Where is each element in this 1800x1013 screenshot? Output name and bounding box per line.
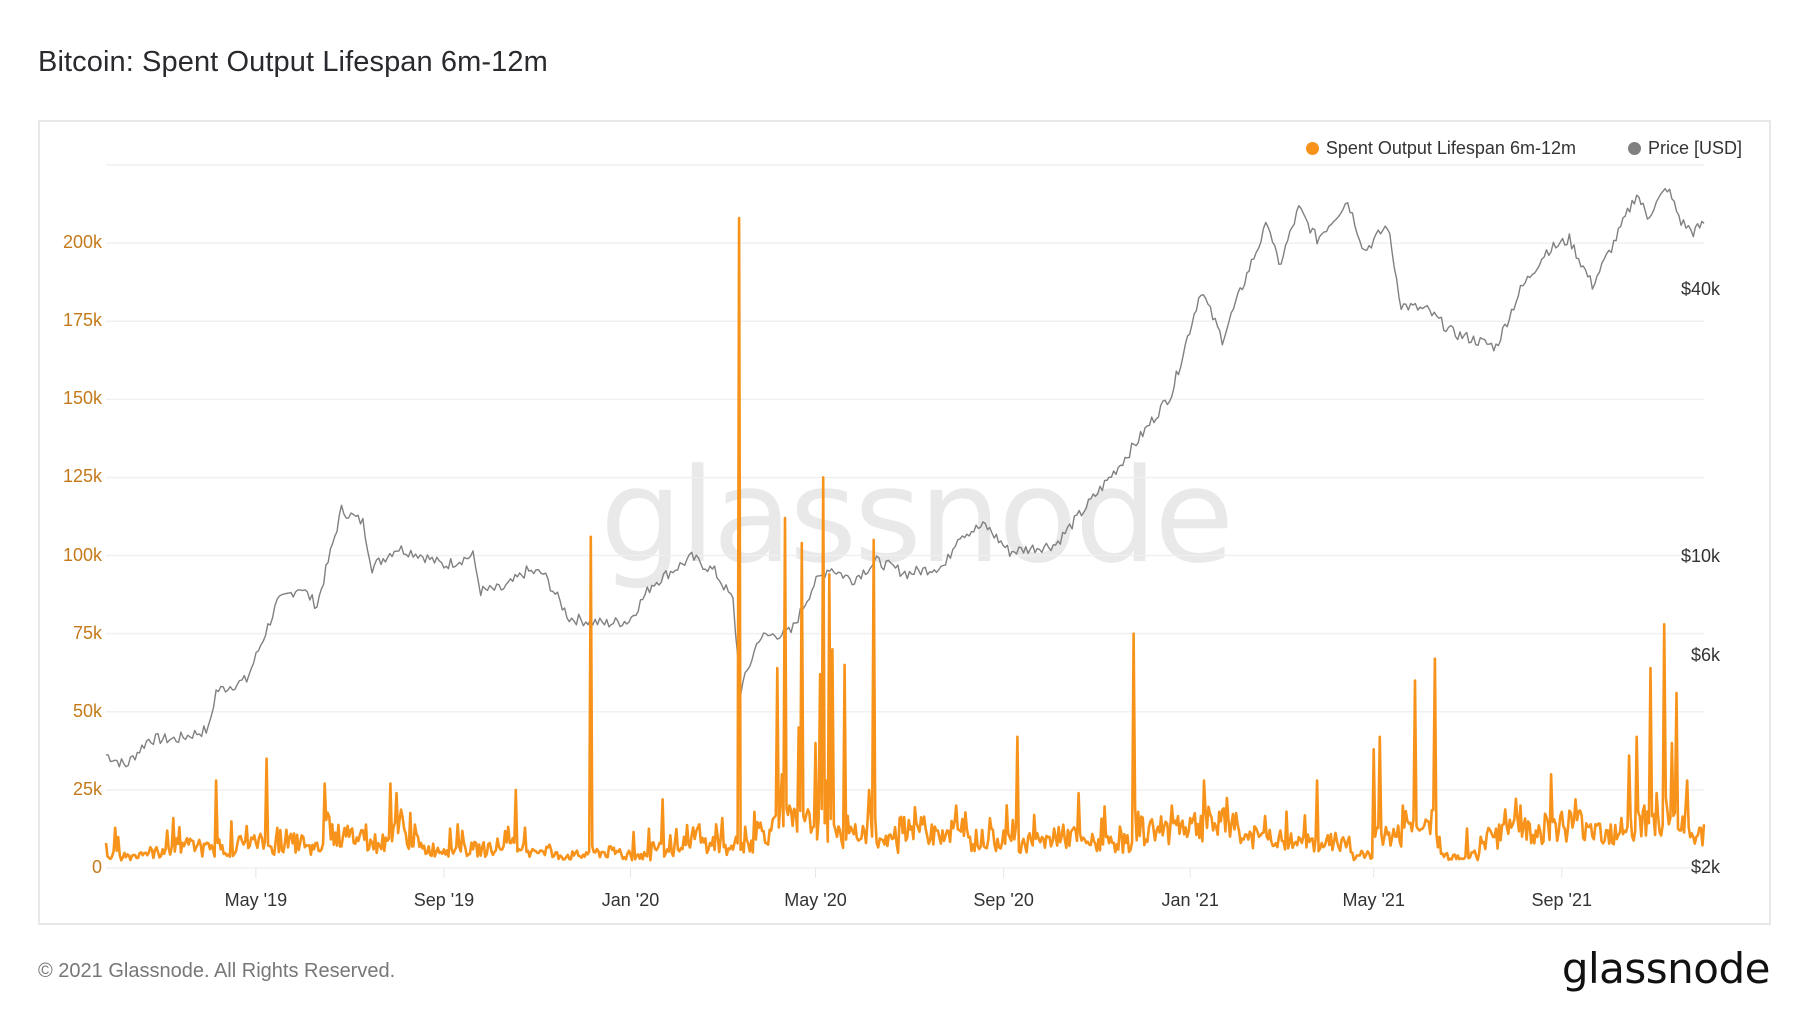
x-tick-label: Jan '21 <box>1161 890 1219 910</box>
legend-label: Spent Output Lifespan 6m-12m <box>1325 138 1576 158</box>
legend-item-price[interactable]: Price [USD] <box>1627 138 1742 159</box>
y-right-tick-label: $40k <box>1680 279 1720 299</box>
x-tick-label: Jan '20 <box>601 890 660 910</box>
y-tick-label: 50k <box>72 700 102 721</box>
y-tick-label: 75k <box>72 622 102 643</box>
legend-label: Price [USD] <box>1647 138 1742 158</box>
y-right-tick-label: $10k <box>1680 546 1720 567</box>
x-tick-label: May '20 <box>784 890 847 910</box>
x-tick-label: May '21 <box>1342 890 1405 910</box>
y-tick-label: 25k <box>72 778 102 799</box>
legend-item-sopr[interactable]: Spent Output Lifespan 6m-12m <box>1305 138 1576 159</box>
chart-frame <box>38 120 1771 925</box>
copyright: © 2021 Glassnode. All Rights Reserved. <box>38 960 396 982</box>
y-tick-label: 175k <box>62 310 102 331</box>
y-tick-label: 0 <box>91 857 102 877</box>
x-tick-label: Sep '19 <box>413 890 475 910</box>
x-tick-label: Sep '20 <box>973 890 1034 910</box>
y-tick-label: 100k <box>62 544 102 565</box>
chart-title: Bitcoin: Spent Output Lifespan 6m-12m <box>38 46 548 78</box>
glassnode-logo: glassnode <box>1561 944 1771 993</box>
y-tick-label: 200k <box>62 232 102 253</box>
y-right-tick-label: $6k <box>1690 645 1720 666</box>
legend-dot-orange-icon <box>1305 142 1319 155</box>
legend: Spent Output Lifespan 6m-12m Price [USD] <box>1305 138 1742 159</box>
y-right-tick-label: $2k <box>1690 857 1720 877</box>
legend-dot-gray-icon <box>1627 142 1641 155</box>
y-tick-label: 150k <box>62 388 102 409</box>
x-tick-label: May '19 <box>224 890 288 910</box>
x-tick-label: Sep '21 <box>1531 890 1593 910</box>
y-tick-label: 125k <box>62 466 102 487</box>
